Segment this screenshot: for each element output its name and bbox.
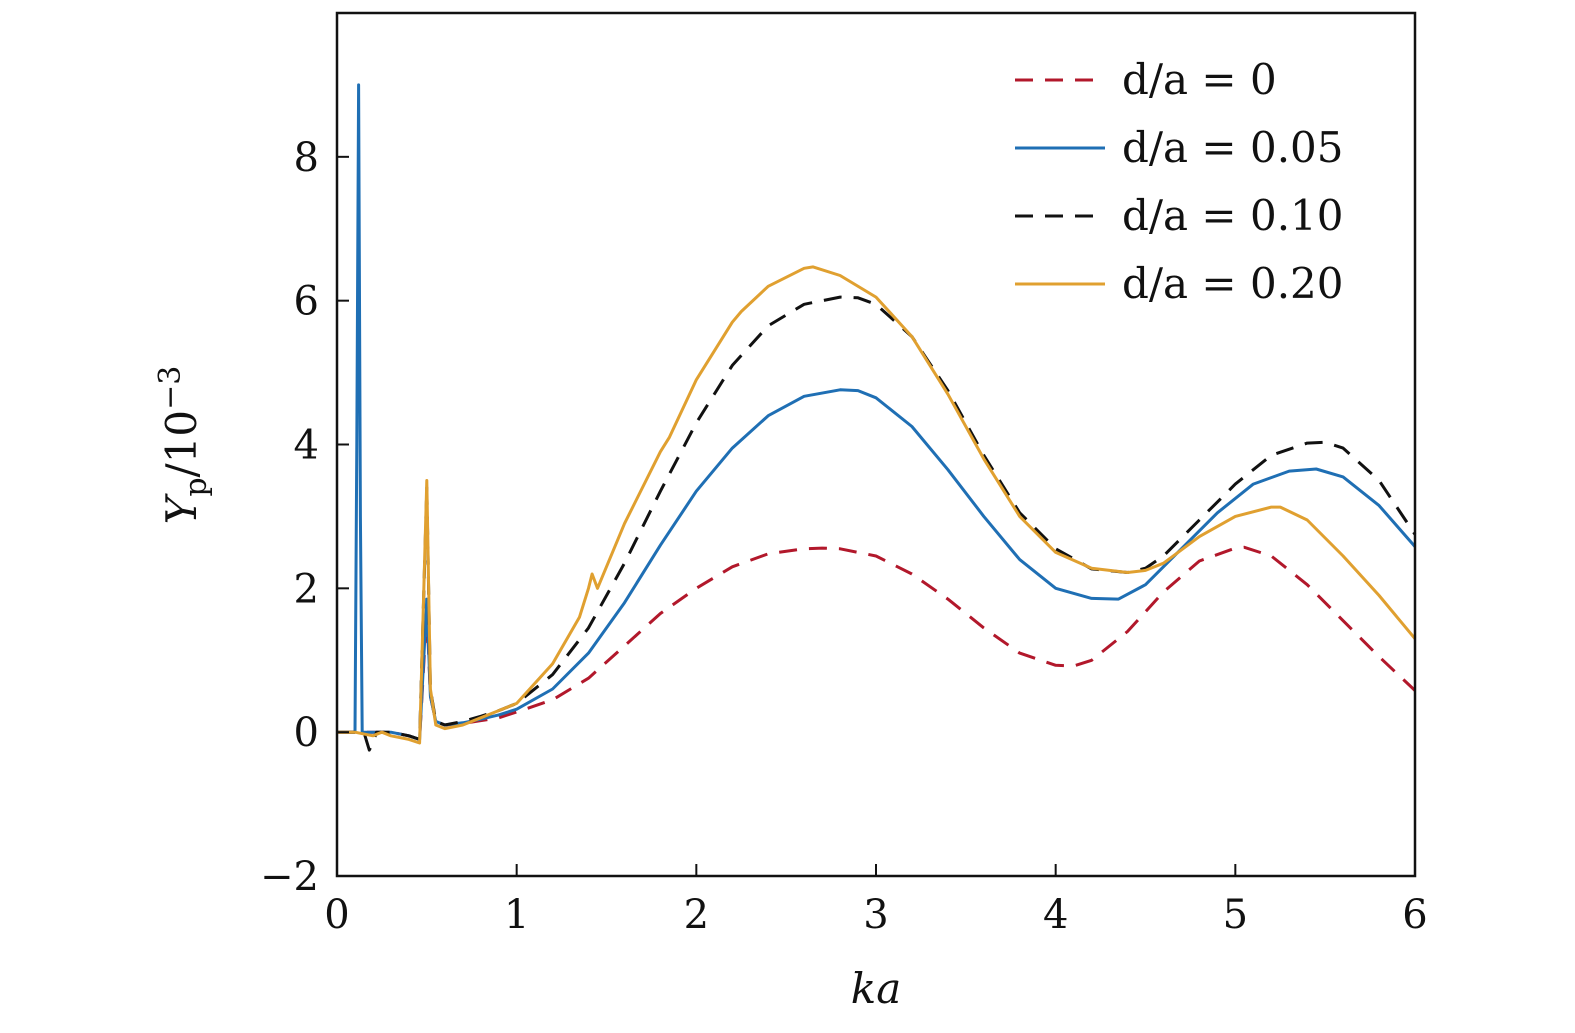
x-tick-label: 3 [863, 892, 888, 938]
x-tick-label: 6 [1402, 892, 1427, 938]
y-axis-title-exponent: −3 [153, 366, 188, 410]
y-axis-title: Yp/10−3 [153, 366, 214, 525]
y-tick-label: 8 [294, 135, 319, 181]
y-tick-label: 2 [294, 566, 319, 612]
series-line-d-a-0-10 [337, 295, 1417, 752]
series-line-d-a-0-20 [337, 265, 1417, 745]
legend-label-d-a-0: d/a = 0 [1122, 55, 1277, 104]
y-axis-title-suffix: /10 [157, 410, 206, 478]
y-axis-title-main: Y [157, 492, 206, 524]
y-tick-label: 6 [294, 279, 319, 325]
legend-label-d-a-0-05: d/a = 0.05 [1122, 123, 1343, 172]
x-axis: 0 1 2 3 4 5 6 [324, 864, 1428, 938]
legend-label-d-a-0-10: d/a = 0.10 [1122, 191, 1343, 240]
series-line-d-a-0-05 [337, 83, 1417, 741]
x-tick-label: 1 [504, 892, 529, 938]
y-tick-label: 0 [294, 710, 319, 756]
y-axis: −2 0 2 4 6 8 [260, 135, 349, 900]
x-tick-label: 0 [324, 892, 349, 938]
x-tick-label: 2 [684, 892, 709, 938]
legend: d/a = 0 d/a = 0.05 d/a = 0.10 d/a = 0.20 [1015, 55, 1343, 308]
x-tick-label: 4 [1043, 892, 1068, 938]
x-tick-label: 5 [1223, 892, 1248, 938]
plot-lines [337, 83, 1417, 752]
y-tick-label: 4 [294, 423, 319, 469]
x-axis-title: ka [851, 964, 902, 1013]
legend-label-d-a-0-20: d/a = 0.20 [1122, 259, 1343, 308]
y-tick-label: −2 [260, 854, 319, 900]
y-axis-title-sub: p [179, 477, 214, 496]
svg-text:Yp/10−3: Yp/10−3 [153, 366, 214, 525]
